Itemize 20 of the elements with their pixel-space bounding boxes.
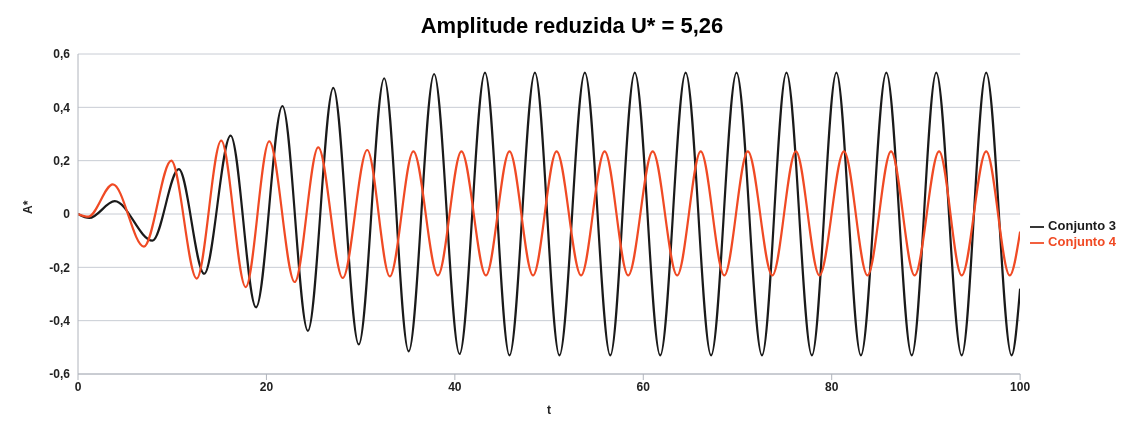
legend-label: Conjunto 4 <box>1048 234 1116 249</box>
x-tick-label: 20 <box>259 379 274 394</box>
line-series <box>78 139 1021 289</box>
x-tick-label: 60 <box>636 379 651 394</box>
y-tick-label: -0,6 <box>49 367 71 382</box>
x-tick-label: 0 <box>74 379 82 394</box>
x-tick-label: 100 <box>1010 379 1031 394</box>
y-tick-label: 0,4 <box>53 100 71 115</box>
legend-label: Conjunto 3 <box>1048 218 1116 234</box>
x-axis-title: t <box>547 403 552 417</box>
chart-title: Amplitude reduzida U* = 5,26 <box>419 12 725 40</box>
y-tick-label: -0,2 <box>49 260 71 275</box>
x-tick-label: 40 <box>448 379 462 394</box>
x-tick-label: 80 <box>825 379 839 394</box>
y-tick-label: -0,4 <box>49 313 71 328</box>
y-tick-label: 0,6 <box>53 47 71 62</box>
y-tick-label: 0 <box>63 207 71 222</box>
line-series <box>78 71 1021 357</box>
y-axis-title: A* <box>21 200 36 214</box>
y-tick-label: 0,2 <box>53 153 71 168</box>
